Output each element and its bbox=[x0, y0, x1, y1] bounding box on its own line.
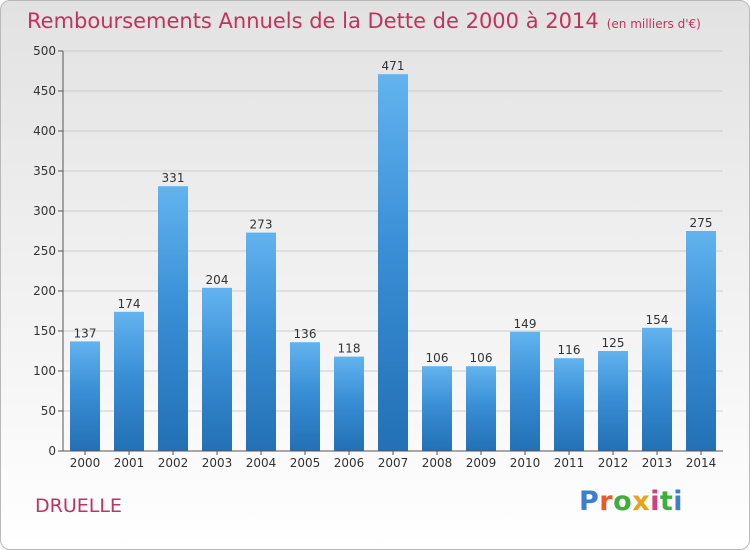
value-label: 204 bbox=[206, 273, 229, 287]
logo-letter: r bbox=[599, 486, 614, 517]
value-label: 118 bbox=[338, 342, 361, 356]
bar bbox=[70, 341, 100, 451]
value-label: 137 bbox=[74, 326, 97, 340]
y-tick-label: 250 bbox=[33, 244, 56, 258]
x-tick-label: 2007 bbox=[378, 456, 409, 470]
x-tick-label: 2009 bbox=[466, 456, 497, 470]
y-tick-label: 500 bbox=[33, 44, 56, 58]
x-tick-label: 2006 bbox=[334, 456, 365, 470]
bar bbox=[334, 356, 364, 451]
value-label: 174 bbox=[118, 297, 141, 311]
y-tick-label: 400 bbox=[33, 124, 56, 138]
x-tick-label: 2004 bbox=[246, 456, 277, 470]
bar bbox=[378, 74, 408, 451]
axes bbox=[58, 50, 723, 455]
bar bbox=[554, 358, 584, 451]
bar bbox=[290, 342, 320, 451]
value-label: 471 bbox=[382, 59, 405, 73]
x-tick-label: 2014 bbox=[686, 456, 717, 470]
value-label: 106 bbox=[426, 351, 449, 365]
y-tick-label: 0 bbox=[48, 444, 56, 458]
bar bbox=[202, 287, 232, 451]
bar bbox=[114, 311, 144, 451]
bar bbox=[598, 351, 628, 451]
proxiti-logo: Proxiti bbox=[579, 486, 683, 517]
logo-letter: x bbox=[632, 486, 651, 517]
title-row: Remboursements Annuels de la Dette de 20… bbox=[27, 9, 701, 33]
value-label: 273 bbox=[250, 218, 273, 232]
x-tick-label: 2003 bbox=[202, 456, 233, 470]
y-tick-label: 100 bbox=[33, 364, 56, 378]
bars bbox=[70, 74, 716, 451]
bar bbox=[466, 366, 496, 451]
logo-letter: P bbox=[579, 486, 600, 517]
logo-letter: i bbox=[673, 486, 684, 517]
x-tick-label: 2011 bbox=[554, 456, 585, 470]
x-tick-label: 2002 bbox=[158, 456, 189, 470]
value-label: 136 bbox=[294, 327, 317, 341]
value-label: 154 bbox=[646, 313, 669, 327]
value-label: 149 bbox=[514, 317, 537, 331]
bar bbox=[686, 231, 716, 451]
value-label: 116 bbox=[558, 343, 581, 357]
value-label: 275 bbox=[690, 216, 713, 230]
y-tick-label: 450 bbox=[33, 84, 56, 98]
y-tick-label: 150 bbox=[33, 324, 56, 338]
y-tick-label: 350 bbox=[33, 164, 56, 178]
y-tick-label: 200 bbox=[33, 284, 56, 298]
logo-letter: t bbox=[659, 486, 674, 517]
chart-title: Remboursements Annuels de la Dette de 20… bbox=[27, 9, 599, 33]
x-tick-label: 2008 bbox=[422, 456, 453, 470]
y-tick-label: 50 bbox=[41, 404, 56, 418]
labels: 0 50 100 150 200 250 300 350 400 450 500 2000 137 200… bbox=[33, 44, 716, 470]
y-tick-label: 300 bbox=[33, 204, 56, 218]
x-tick-label: 2001 bbox=[114, 456, 145, 470]
bar bbox=[158, 186, 188, 451]
x-tick-label: 2005 bbox=[290, 456, 321, 470]
x-tick-label: 2012 bbox=[598, 456, 629, 470]
value-label: 106 bbox=[470, 351, 493, 365]
bar bbox=[246, 232, 276, 451]
bar bbox=[510, 331, 540, 451]
commune-name: DRUELLE bbox=[35, 495, 122, 517]
x-tick-label: 2010 bbox=[510, 456, 541, 470]
x-tick-label: 2000 bbox=[70, 456, 101, 470]
bar bbox=[422, 366, 452, 451]
value-label: 125 bbox=[602, 336, 625, 350]
value-label: 331 bbox=[162, 171, 185, 185]
x-tick-label: 2013 bbox=[642, 456, 673, 470]
logo-letter: o bbox=[613, 486, 633, 517]
bar bbox=[642, 327, 672, 451]
chart-subtitle: (en milliers d'€) bbox=[606, 17, 701, 31]
logo-letter: i bbox=[650, 486, 660, 517]
